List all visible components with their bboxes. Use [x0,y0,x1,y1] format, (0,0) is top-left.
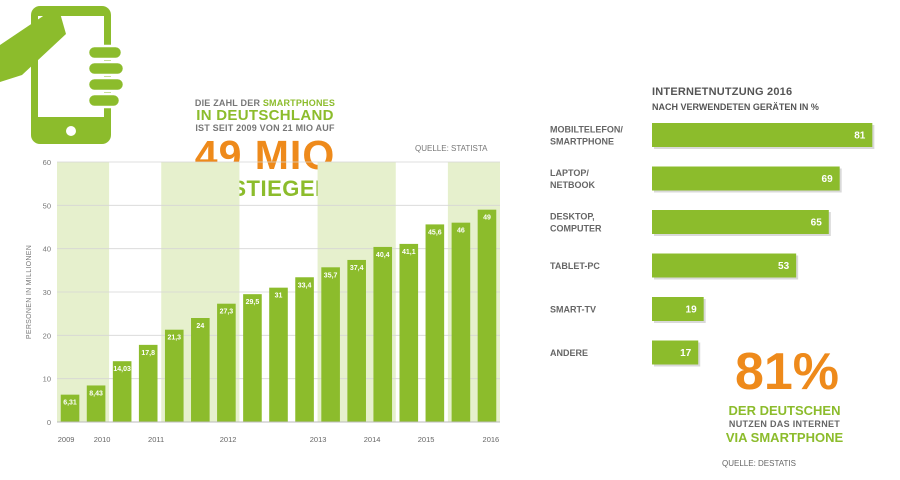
category-label-line: COMPUTER [550,224,602,234]
category-label: ANDERE [550,348,588,358]
bar [60,394,80,422]
bar-value-label: 41,1 [402,249,416,256]
bar-value-label: 33,4 [298,282,312,289]
bar [399,243,419,422]
headline-intro-highlight: SMARTPHONES [262,98,336,108]
x-year-label: 2011 [148,435,164,444]
bar [652,340,699,365]
smartphone-users-chart: 0 10 20 30 40 50 60 PERSONEN IN MILLIONEN 6,31 8,… [26,158,500,444]
bar [86,385,106,422]
stat-line-3: VIA SMARTPHONE [725,430,844,445]
y-tick-label: 10 [43,375,51,384]
bar [112,361,132,422]
bar-value-label: 31 [275,293,283,300]
category-label: MOBILTELEFON/SMARTPHONE [550,125,623,147]
bar-value-label: 45,6 [428,229,442,236]
stat-line-2: NUTZEN DAS INTERNET [728,419,841,429]
category-label: LAPTOP/NETBOOK [550,168,596,190]
x-year-label: 2013 [310,435,327,444]
bar [477,209,497,422]
stat-percentage: 81% [734,343,840,401]
bar-value-label: 29,5 [246,299,260,306]
bar [652,253,797,278]
y-tick-label: 50 [43,201,51,210]
x-year-label: 2016 [483,435,500,444]
y-tick-label: 60 [43,158,51,167]
bar [652,297,704,321]
category-label: TABLET-PC [550,261,600,271]
bar [321,267,340,422]
bar-value-label: 65 [811,218,823,229]
y-axis-label: PERSONEN IN MILLIONEN [26,245,33,339]
bar-value-label: 14,03 [113,366,131,373]
bar [652,123,873,147]
right-chart-subtitle: NACH VERWENDETEN GERÄTEN IN % [652,102,819,112]
x-year-label: 2009 [58,435,75,444]
bar-value-label: 17 [680,348,692,359]
bar-value-label: 27,3 [220,309,234,316]
internet-usage-chart: 81 MOBILTELEFON/SMARTPHONE 69 LAPTOP/NETBOO… [550,123,875,367]
bar-value-label: 21,3 [167,335,181,342]
bar [217,303,236,422]
bar-value-label: 81 [854,131,866,142]
category-label-line: ANDERE [550,348,588,358]
bar-value-label: 37,4 [350,265,364,272]
bar-value-label: 69 [822,174,834,185]
right-chart-title: INTERNETNUTZUNG 2016 [652,86,793,98]
category-label-line: SMART-TV [550,305,596,315]
bar [652,210,829,234]
headline-country: IN DEUTSCHLAND [196,107,334,124]
category-label-line: MOBILTELEFON/ [550,125,623,135]
source-statista: QUELLE: STATISTA [415,144,488,153]
category-label-line: DESKTOP, [550,212,595,222]
bar [652,166,840,191]
stat-line-1: DER DEUTSCHEN [728,403,841,418]
bar-value-label: 24 [196,323,204,330]
bar-value-label: 40,4 [376,252,390,259]
y-tick-label: 30 [43,288,51,297]
bar [191,318,210,422]
bar [425,224,445,422]
bar-value-label: 6,31 [63,400,77,407]
category-label-line: SMARTPHONE [550,137,614,147]
bar [451,222,471,422]
category-label-line: TABLET-PC [550,261,600,271]
bar [164,329,184,422]
headline-intro-prefix: DIE ZAHL DER [194,98,263,108]
bar-value-label: 53 [778,261,790,272]
y-tick-label: 20 [43,331,51,340]
y-tick-label: 40 [43,245,51,254]
headline-since: IST SEIT 2009 VON 21 MIO AUF [195,123,335,133]
bar [373,246,393,422]
bar-value-label: 35,7 [324,272,338,279]
bar [138,344,158,422]
bar-value-label: 19 [686,305,698,316]
bar [269,287,288,422]
bar-value-label: 46 [457,228,465,235]
x-year-label: 2015 [418,435,435,444]
category-label: SMART-TV [550,305,596,315]
bar-value-label: 49 [483,215,491,222]
y-tick-label: 0 [47,418,51,427]
x-year-label: 2010 [94,435,111,444]
bar-value-label: 17,8 [141,350,155,357]
bar-value-label: 8,43 [89,390,103,397]
bar [295,277,314,422]
smartphone-hand-icon [0,6,126,144]
category-label-line: LAPTOP/ [550,168,589,178]
category-label: DESKTOP, COMPUTER [550,212,602,234]
bar [347,259,366,422]
source-destatis: QUELLE: DESTATIS [722,459,796,468]
category-label-line: NETBOOK [550,180,596,190]
x-year-label: 2012 [220,435,237,444]
x-year-label: 2014 [364,435,381,444]
headline-intro: DIE ZAHL DER SMARTPHONES [180,98,350,108]
bar [243,294,262,422]
